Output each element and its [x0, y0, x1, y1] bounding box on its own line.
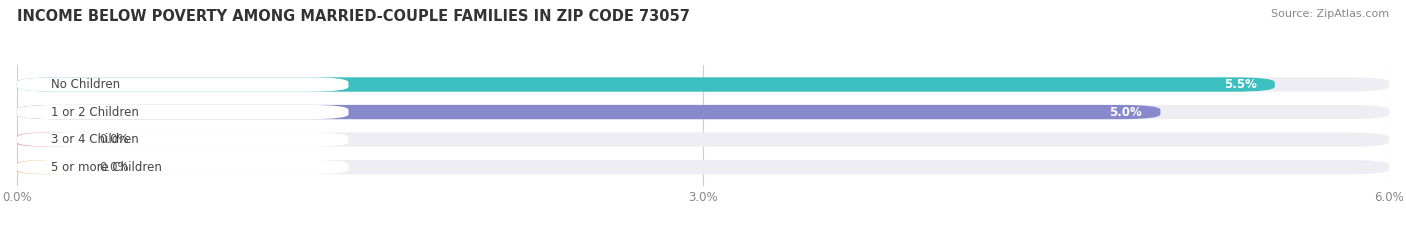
FancyBboxPatch shape — [17, 132, 349, 147]
FancyBboxPatch shape — [17, 160, 82, 174]
Text: 0.0%: 0.0% — [100, 161, 129, 174]
FancyBboxPatch shape — [17, 160, 349, 174]
Text: Source: ZipAtlas.com: Source: ZipAtlas.com — [1271, 9, 1389, 19]
Text: 5.5%: 5.5% — [1223, 78, 1257, 91]
FancyBboxPatch shape — [17, 105, 1389, 119]
FancyBboxPatch shape — [17, 77, 349, 92]
Text: 5.0%: 5.0% — [1109, 106, 1142, 119]
FancyBboxPatch shape — [17, 105, 349, 119]
FancyBboxPatch shape — [17, 132, 82, 147]
Text: 3 or 4 Children: 3 or 4 Children — [51, 133, 139, 146]
Text: 5 or more Children: 5 or more Children — [51, 161, 162, 174]
Text: 1 or 2 Children: 1 or 2 Children — [51, 106, 139, 119]
FancyBboxPatch shape — [17, 77, 1389, 92]
Text: 0.0%: 0.0% — [100, 133, 129, 146]
Text: No Children: No Children — [51, 78, 121, 91]
FancyBboxPatch shape — [17, 132, 1389, 147]
Text: INCOME BELOW POVERTY AMONG MARRIED-COUPLE FAMILIES IN ZIP CODE 73057: INCOME BELOW POVERTY AMONG MARRIED-COUPL… — [17, 9, 690, 24]
FancyBboxPatch shape — [17, 160, 1389, 174]
FancyBboxPatch shape — [17, 105, 1160, 119]
FancyBboxPatch shape — [17, 77, 1275, 92]
